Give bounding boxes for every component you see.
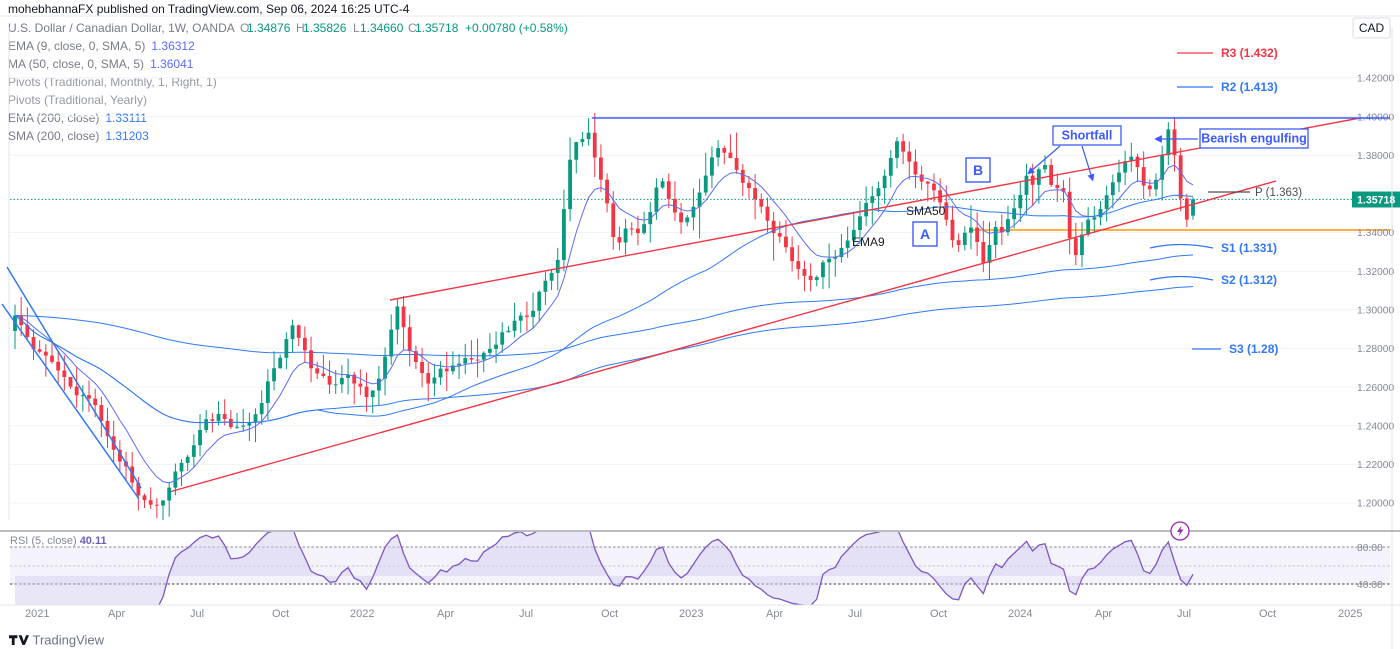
svg-text:Jul: Jul: [190, 608, 204, 620]
svg-text:Oct: Oct: [930, 608, 947, 620]
svg-text:Pivots (Traditional, Yearly): Pivots (Traditional, Yearly): [8, 93, 147, 107]
svg-text:2021: 2021: [25, 608, 49, 620]
svg-text:Shortfall: Shortfall: [1062, 129, 1113, 143]
svg-text:2025: 2025: [1338, 608, 1362, 620]
svg-text:EMA9: EMA9: [852, 235, 885, 249]
svg-text:1.35826: 1.35826: [303, 21, 347, 35]
svg-text:Apr: Apr: [437, 608, 454, 620]
svg-text:2024: 2024: [1008, 608, 1032, 620]
svg-text:S3 (1.28): S3 (1.28): [1229, 342, 1278, 356]
svg-text:TradingView: TradingView: [33, 632, 105, 647]
svg-text:1.28000: 1.28000: [1357, 344, 1394, 355]
svg-text:2022: 2022: [350, 608, 374, 620]
svg-text:mohebhannaFX published on Trad: mohebhannaFX published on TradingView.co…: [8, 2, 410, 16]
svg-text:S1 (1.331): S1 (1.331): [1221, 241, 1277, 255]
svg-text:L: L: [353, 21, 360, 35]
svg-text:Apr: Apr: [1095, 608, 1112, 620]
svg-text:SMA (200, close)1.31203: SMA (200, close) 1.31203: [8, 129, 149, 143]
svg-text:1.24000: 1.24000: [1357, 421, 1394, 432]
svg-text:EMA (200, close)1.33111: EMA (200, close) 1.33111: [8, 111, 147, 125]
svg-text:Pivots (Traditional, Monthly,: Pivots (Traditional, Monthly, 1, Right, …: [8, 75, 217, 89]
svg-text:CAD: CAD: [1359, 21, 1385, 35]
svg-text:S2 (1.312): S2 (1.312): [1221, 273, 1277, 287]
svg-text:1.30000: 1.30000: [1357, 306, 1394, 317]
svg-text:1.35718: 1.35718: [1357, 194, 1395, 206]
svg-text:2023: 2023: [679, 608, 703, 620]
svg-text:RSI (5, close) 40.11: RSI (5, close) 40.11: [10, 535, 107, 547]
svg-text:Apr: Apr: [108, 608, 125, 620]
svg-text:1.22000: 1.22000: [1357, 460, 1394, 471]
svg-text:SMA50: SMA50: [906, 204, 946, 218]
svg-text:Apr: Apr: [766, 608, 783, 620]
svg-text:MA (50, close, 0, SMA, 5)1.360: MA (50, close, 0, SMA, 5) 1.36041: [8, 57, 194, 71]
svg-text:Jul: Jul: [519, 608, 533, 620]
svg-text:1.42000: 1.42000: [1357, 74, 1394, 85]
svg-text:1.38000: 1.38000: [1357, 151, 1394, 162]
svg-text:Oct: Oct: [1259, 608, 1276, 620]
svg-text:U.S. Dollar / Canadian Dollar,: U.S. Dollar / Canadian Dollar, 1W, OANDA: [8, 21, 235, 35]
svg-text:Oct: Oct: [601, 608, 618, 620]
svg-text:1.34660: 1.34660: [360, 21, 404, 35]
svg-text:Jul: Jul: [1177, 608, 1191, 620]
svg-text:A: A: [920, 226, 930, 242]
svg-text:1.34876: 1.34876: [247, 21, 291, 35]
svg-text:+0.00780 (+0.58%): +0.00780 (+0.58%): [465, 21, 568, 35]
svg-text:40.00: 40.00: [1357, 580, 1383, 591]
svg-text:R3 (1.432): R3 (1.432): [1221, 46, 1278, 60]
svg-text:80.00: 80.00: [1357, 543, 1383, 554]
svg-text:EMA (9, close, 0, SMA, 5)1.363: EMA (9, close, 0, SMA, 5) 1.36312: [8, 39, 195, 53]
svg-text:1.26000: 1.26000: [1357, 383, 1394, 394]
svg-text:Jul: Jul: [848, 608, 862, 620]
svg-text:1.20000: 1.20000: [1357, 499, 1394, 510]
svg-text:Bearish engulfing: Bearish engulfing: [1201, 132, 1307, 146]
svg-text:P (1.363): P (1.363): [1255, 187, 1302, 199]
svg-text:1.32000: 1.32000: [1357, 267, 1394, 278]
svg-text:1.35718: 1.35718: [415, 21, 459, 35]
svg-text:Oct: Oct: [272, 608, 289, 620]
svg-text:R2 (1.413): R2 (1.413): [1221, 80, 1278, 94]
svg-text:1.34000: 1.34000: [1357, 228, 1394, 239]
svg-text:B: B: [973, 162, 983, 178]
